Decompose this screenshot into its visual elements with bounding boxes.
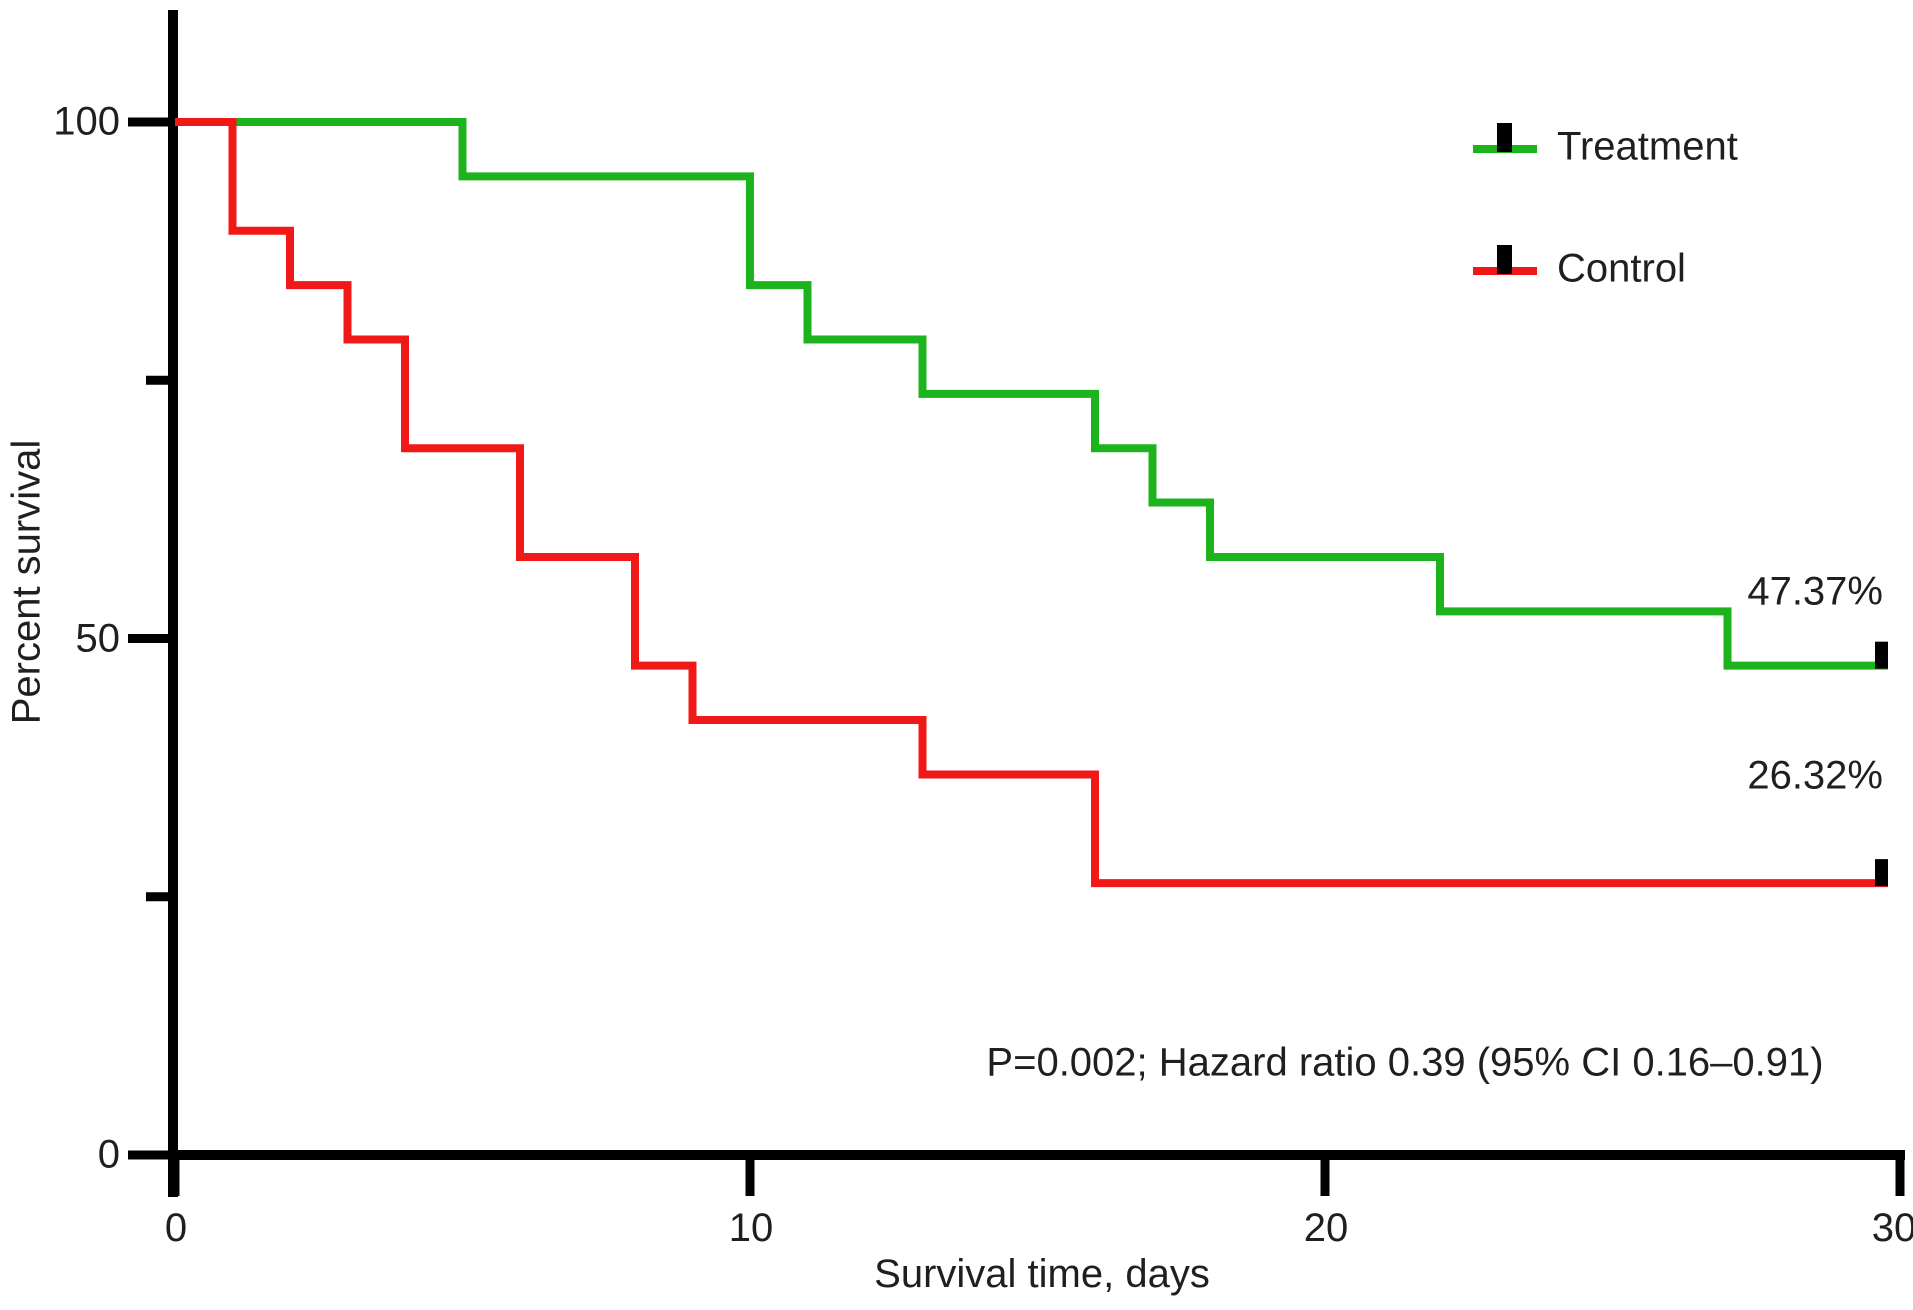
y-tick-label-100: 100 <box>53 99 120 144</box>
control-final-percent-label: 26.32% <box>1747 753 1883 798</box>
stats-annotation: P=0.002; Hazard ratio 0.39 (95% CI 0.16–… <box>986 1040 1824 1085</box>
y-tick-label-0: 0 <box>97 1132 120 1177</box>
x-tick-label-10: 10 <box>728 1206 774 1250</box>
treatment-final-percent-label: 47.37% <box>1747 569 1883 614</box>
y-tick-label-50: 50 <box>75 616 121 661</box>
censor-tick-icon <box>1497 245 1512 274</box>
legend-swatch-treatment <box>1473 123 1537 153</box>
x-tick-label-30: 30 <box>1871 1206 1913 1250</box>
control-censor-tick <box>1875 859 1888 887</box>
x-tick-label-20: 20 <box>1303 1206 1349 1250</box>
control-curve <box>175 118 1888 888</box>
legend-label-control: Control <box>1557 246 1686 291</box>
y-axis-title: Percent survival <box>4 439 49 725</box>
x-axis-title: Survival time, days <box>874 1252 1210 1296</box>
treatment-curve <box>175 118 1888 670</box>
legend-swatch-control <box>1473 245 1537 275</box>
censor-tick-icon <box>1497 123 1512 152</box>
x-tick-label-0: 0 <box>164 1206 188 1250</box>
legend-label-treatment: Treatment <box>1557 124 1738 169</box>
treatment-censor-tick <box>1875 641 1888 669</box>
